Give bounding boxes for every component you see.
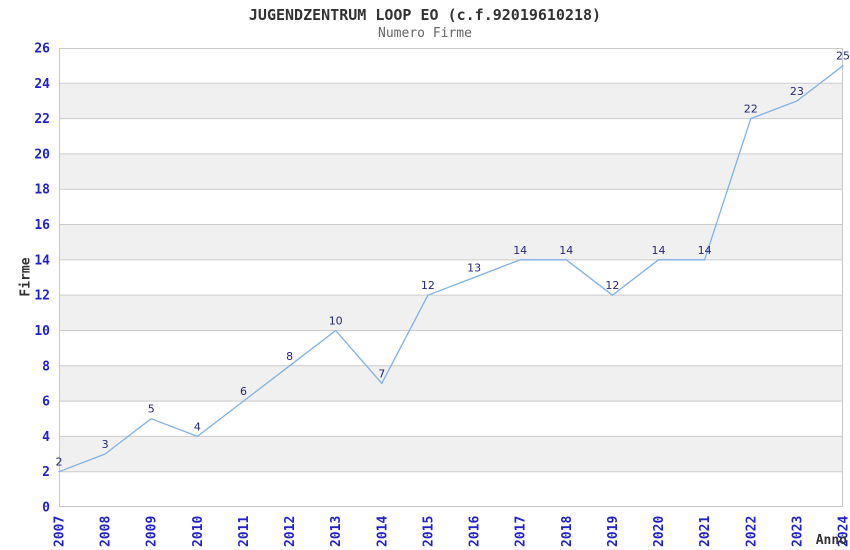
y-tick-label: 10 bbox=[34, 324, 50, 339]
x-tick-label: 2023 bbox=[790, 516, 805, 547]
value-label: 14 bbox=[559, 244, 573, 257]
x-tick-label: 2021 bbox=[698, 516, 713, 547]
x-tick-label: 2019 bbox=[606, 516, 621, 547]
x-tick-label: 2015 bbox=[421, 516, 436, 547]
value-label: 23 bbox=[790, 85, 804, 98]
value-label: 14 bbox=[698, 244, 712, 257]
y-tick-label: 26 bbox=[34, 42, 50, 57]
y-tick-label: 2 bbox=[42, 465, 50, 480]
plot-bands bbox=[59, 83, 843, 472]
x-tick-label: 2017 bbox=[514, 516, 529, 547]
series-line bbox=[58, 65, 844, 473]
y-tick-label: 8 bbox=[42, 359, 50, 374]
band bbox=[59, 295, 843, 331]
chart-title: JUGENDZENTRUM LOOP EO (c.f.92019610218) bbox=[248, 6, 602, 24]
value-label: 12 bbox=[605, 279, 619, 292]
value-label: 22 bbox=[744, 103, 758, 116]
x-tick-label: 2016 bbox=[468, 516, 483, 547]
x-tick-label: 2022 bbox=[744, 516, 759, 547]
value-label: 25 bbox=[836, 50, 850, 63]
value-label: 7 bbox=[378, 367, 385, 380]
y-tick-label: 14 bbox=[34, 253, 50, 268]
chart-subtitle: Numero Firme bbox=[378, 26, 472, 41]
value-label: 6 bbox=[240, 385, 247, 398]
x-tick-label: 2012 bbox=[283, 516, 298, 547]
x-tick-label: 2008 bbox=[99, 516, 114, 547]
x-tick-label: 2011 bbox=[237, 516, 252, 547]
y-tick-label: 0 bbox=[42, 501, 50, 516]
x-tick-label: 2014 bbox=[375, 516, 390, 547]
value-label: 4 bbox=[194, 420, 201, 433]
y-tick-label: 6 bbox=[42, 395, 50, 410]
x-axis-title: Anno bbox=[815, 533, 847, 548]
y-tick-label: 18 bbox=[34, 183, 50, 198]
y-tick-label: 12 bbox=[34, 289, 50, 304]
value-label: 3 bbox=[102, 438, 109, 451]
y-tick-label: 20 bbox=[34, 147, 50, 162]
value-label: 14 bbox=[513, 244, 527, 257]
band bbox=[59, 153, 843, 190]
value-label: 12 bbox=[421, 279, 435, 292]
x-tick-label: 2018 bbox=[560, 516, 575, 547]
value-label: 2 bbox=[56, 456, 63, 469]
y-tick-label: 22 bbox=[34, 112, 50, 127]
band bbox=[59, 436, 843, 472]
value-label: 14 bbox=[652, 244, 666, 257]
x-tick-label: 2024 bbox=[837, 516, 850, 547]
y-axis-title: Firme bbox=[18, 257, 34, 297]
value-label: 13 bbox=[467, 262, 481, 275]
band bbox=[59, 83, 843, 119]
series bbox=[58, 65, 844, 473]
band bbox=[59, 224, 843, 260]
value-label: 8 bbox=[286, 350, 293, 363]
plot-border bbox=[59, 48, 843, 507]
x-tick-label: 2013 bbox=[329, 516, 344, 547]
value-label: 10 bbox=[329, 315, 343, 328]
plot-gridlines bbox=[59, 82, 843, 473]
value-label: 5 bbox=[148, 403, 155, 416]
y-tick-label: 16 bbox=[34, 218, 50, 233]
x-tick-label: 2009 bbox=[145, 516, 160, 547]
x-tick-label: 2007 bbox=[53, 516, 68, 547]
x-tick-label: 2010 bbox=[191, 516, 206, 547]
x-tick-label: 2020 bbox=[652, 516, 667, 547]
y-tick-label: 4 bbox=[42, 430, 50, 445]
band bbox=[59, 365, 843, 402]
y-tick-label: 24 bbox=[34, 77, 50, 92]
x-tick-labels: 2007 2008 2009 2010 2011 2012 2013 2014 2015 2016… bbox=[53, 516, 850, 547]
